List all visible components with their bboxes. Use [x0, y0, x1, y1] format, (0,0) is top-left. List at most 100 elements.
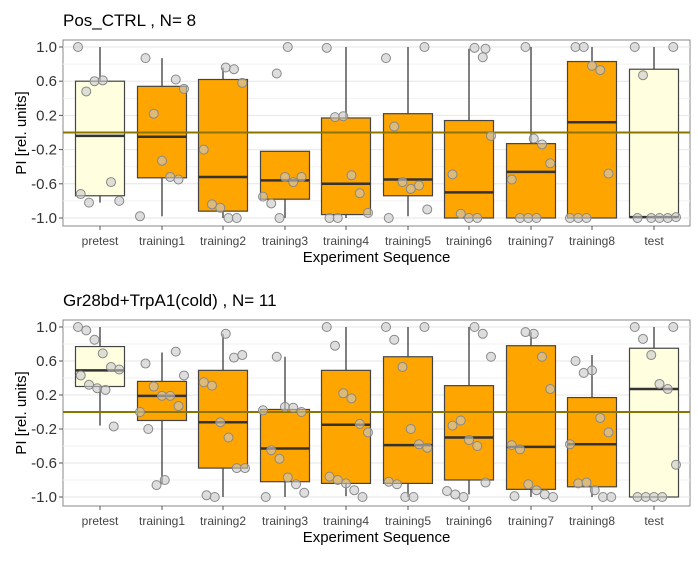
- y-tick-label: 1.0: [36, 39, 57, 56]
- data-point: [587, 60, 597, 71]
- data-point: [346, 170, 357, 181]
- data-point: [531, 485, 542, 496]
- data-point: [520, 327, 531, 338]
- data-point: [455, 415, 466, 426]
- box-iqr: [136, 380, 188, 422]
- box-test: [628, 47, 680, 219]
- data-point: [338, 388, 349, 399]
- data-point: [570, 42, 581, 52]
- data-point: [668, 322, 679, 332]
- data-point: [565, 439, 575, 450]
- y-tick-label: 1.0: [36, 319, 57, 336]
- data-point: [354, 418, 365, 429]
- panel-2: Gr28bd+TrpA1(cold) , N= 11 1.0 0.6 0.2 -0.2 -…: [13, 291, 691, 546]
- data-point: [97, 75, 108, 86]
- data-point: [135, 211, 145, 222]
- x-tick-label: pretest: [82, 514, 119, 528]
- data-point: [657, 492, 668, 502]
- data-point: [649, 492, 659, 502]
- data-point: [148, 108, 159, 119]
- data-point: [671, 212, 681, 223]
- data-point: [531, 213, 542, 223]
- data-point: [595, 65, 606, 76]
- data-point: [383, 476, 394, 487]
- data-point: [381, 53, 391, 64]
- data-point: [603, 427, 614, 438]
- box-training8: [566, 47, 618, 219]
- data-point: [414, 180, 424, 191]
- x-tick-label: training5: [385, 514, 431, 528]
- data-point: [414, 439, 424, 450]
- x-tick-label: pretest: [82, 234, 119, 248]
- x-tick-label: training3: [262, 234, 308, 248]
- data-point: [114, 195, 125, 206]
- panel-title: Gr28bd+TrpA1(cold) , N= 11: [63, 291, 277, 310]
- data-point: [288, 402, 299, 413]
- data-point: [73, 322, 83, 332]
- data-point: [92, 383, 103, 394]
- data-point: [332, 475, 343, 485]
- data-point: [640, 492, 651, 502]
- data-point: [654, 213, 665, 223]
- data-point: [198, 144, 209, 155]
- data-point: [157, 155, 167, 166]
- data-point: [201, 490, 212, 501]
- data-point: [578, 42, 589, 52]
- data-point: [638, 70, 648, 81]
- x-tick-label: test: [644, 234, 664, 248]
- box-iqr: [259, 408, 311, 483]
- data-point: [354, 188, 365, 199]
- data-point: [397, 177, 408, 188]
- box-training7: [505, 332, 557, 497]
- data-point: [220, 328, 231, 339]
- data-point: [237, 77, 248, 88]
- data-point: [422, 442, 433, 453]
- data-point: [520, 42, 531, 52]
- y-axis-label: PI [rel. units]: [13, 91, 30, 174]
- data-point: [170, 74, 181, 85]
- data-point: [296, 407, 307, 417]
- box-training3: [259, 356, 311, 497]
- data-point: [573, 478, 584, 489]
- data-point: [165, 171, 176, 182]
- data-point: [97, 348, 108, 359]
- x-tick-label: test: [644, 514, 664, 528]
- data-point: [106, 361, 116, 372]
- data-point: [455, 208, 466, 219]
- data-point: [140, 53, 151, 64]
- data-point: [209, 492, 220, 502]
- data-point: [75, 370, 86, 381]
- data-point: [357, 492, 368, 502]
- data-point: [662, 384, 673, 395]
- data-point: [114, 364, 125, 375]
- data-point: [537, 351, 547, 362]
- data-point: [143, 424, 154, 434]
- data-point: [135, 407, 145, 417]
- data-point: [274, 213, 285, 223]
- data-point: [668, 42, 679, 52]
- data-point: [81, 86, 92, 97]
- data-point: [545, 158, 556, 169]
- box-iqr: [382, 356, 434, 485]
- y-tick-label: -0.2: [31, 142, 57, 159]
- box-training6: [443, 48, 495, 219]
- data-point: [179, 370, 189, 381]
- box-pretest: [74, 47, 126, 203]
- data-point: [383, 213, 394, 223]
- data-point: [480, 477, 491, 488]
- data-point: [447, 420, 458, 431]
- box-iqr: [320, 117, 372, 216]
- data-point: [548, 492, 558, 502]
- data-point: [581, 213, 592, 223]
- data-point: [84, 379, 94, 390]
- data-point: [215, 202, 226, 213]
- data-point: [258, 405, 268, 416]
- data-point: [565, 213, 575, 223]
- data-point: [84, 197, 94, 208]
- data-point: [589, 485, 600, 496]
- y-tick-label: -0.2: [31, 421, 57, 438]
- box-training1: [136, 352, 188, 485]
- data-point: [523, 479, 534, 490]
- data-point: [271, 351, 282, 362]
